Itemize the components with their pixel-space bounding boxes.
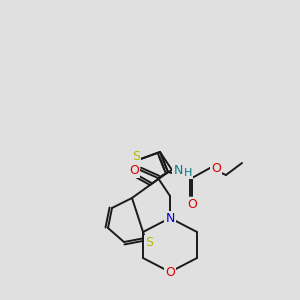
Text: O: O [211, 161, 221, 175]
Text: H: H [184, 168, 192, 178]
Text: S: S [132, 149, 140, 163]
Text: N: N [173, 164, 183, 176]
Text: N: N [165, 212, 175, 224]
Text: S: S [145, 236, 153, 248]
Text: O: O [187, 197, 197, 211]
Text: O: O [129, 164, 139, 176]
Text: O: O [165, 266, 175, 278]
